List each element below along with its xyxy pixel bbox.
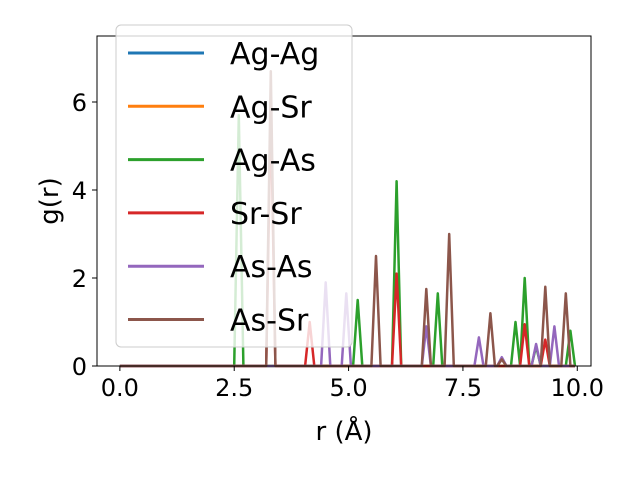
x-tick-label: 2.5 [215,374,253,402]
legend-label-sr-sr: Sr-Sr [230,197,302,232]
legend-label-as-as: As-As [230,250,312,285]
legend-label-ag-ag: Ag-Ag [230,37,319,72]
x-tick-label: 7.5 [444,374,482,402]
y-tick-label: 4 [72,177,87,205]
y-axis-label: g(r) [35,177,65,224]
legend-label-ag-sr: Ag-Sr [230,90,312,125]
x-tick-label: 0.0 [101,374,139,402]
y-tick-label: 6 [72,89,87,117]
ticks-layer: 0.0 2.5 5.0 7.5 10.0 0 2 4 6 [72,89,604,402]
x-tick-label: 10.0 [551,374,604,402]
legend-frame [115,24,353,348]
legend-label-as-sr: As-Sr [230,304,309,339]
legend-label-ag-as: Ag-As [230,144,316,179]
x-axis-label: r (Å) [315,415,372,447]
legend: Ag-Ag Ag-Sr Ag-As Sr-Sr As-As As-Sr [115,24,353,348]
y-tick-label: 2 [72,265,87,293]
y-tick-label: 0 [72,353,87,381]
x-tick-label: 5.0 [329,374,367,402]
